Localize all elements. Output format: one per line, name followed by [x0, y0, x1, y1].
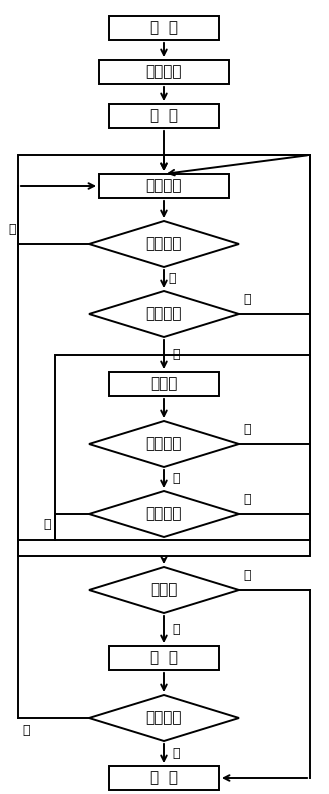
Text: 微波加热: 微波加热 — [146, 179, 182, 194]
Text: 时间到？: 时间到？ — [146, 306, 182, 322]
Text: 是: 是 — [243, 423, 250, 436]
Text: 否: 否 — [243, 569, 250, 582]
Text: 结  束: 结 束 — [150, 770, 178, 785]
Bar — [109, 766, 219, 790]
Text: 是: 是 — [172, 747, 180, 760]
Text: 否: 否 — [168, 272, 176, 286]
Text: 是: 是 — [172, 623, 180, 636]
Polygon shape — [89, 221, 239, 267]
Polygon shape — [89, 491, 239, 537]
Polygon shape — [89, 695, 239, 741]
Text: 否: 否 — [43, 518, 51, 531]
Text: 是: 是 — [172, 348, 180, 361]
Text: 开  始: 开 始 — [150, 21, 178, 36]
Text: 电加热: 电加热 — [150, 376, 178, 391]
Text: 保温？: 保温？ — [150, 583, 178, 598]
Bar — [109, 16, 219, 40]
Text: 否: 否 — [243, 293, 250, 306]
Bar — [18, 155, 310, 556]
Text: 启  动: 启 动 — [150, 109, 178, 124]
Text: 是: 是 — [243, 493, 250, 506]
Text: 时间到？: 时间到？ — [146, 507, 182, 522]
Text: 时间到？: 时间到？ — [146, 711, 182, 726]
Polygon shape — [89, 567, 239, 613]
Bar — [55, 355, 310, 540]
Text: 温度到？: 温度到？ — [146, 237, 182, 252]
Bar — [99, 60, 229, 84]
Polygon shape — [89, 421, 239, 467]
Text: 否: 否 — [172, 472, 180, 485]
Text: 是: 是 — [9, 223, 16, 236]
Bar — [99, 174, 229, 198]
Bar — [109, 372, 219, 396]
Bar — [109, 104, 219, 128]
Text: 保  温: 保 温 — [150, 650, 178, 665]
Text: 否: 否 — [22, 724, 30, 737]
Bar — [109, 646, 219, 670]
Polygon shape — [89, 291, 239, 337]
Text: 温度到？: 温度到？ — [146, 437, 182, 452]
Text: 设置参数: 设置参数 — [146, 64, 182, 79]
